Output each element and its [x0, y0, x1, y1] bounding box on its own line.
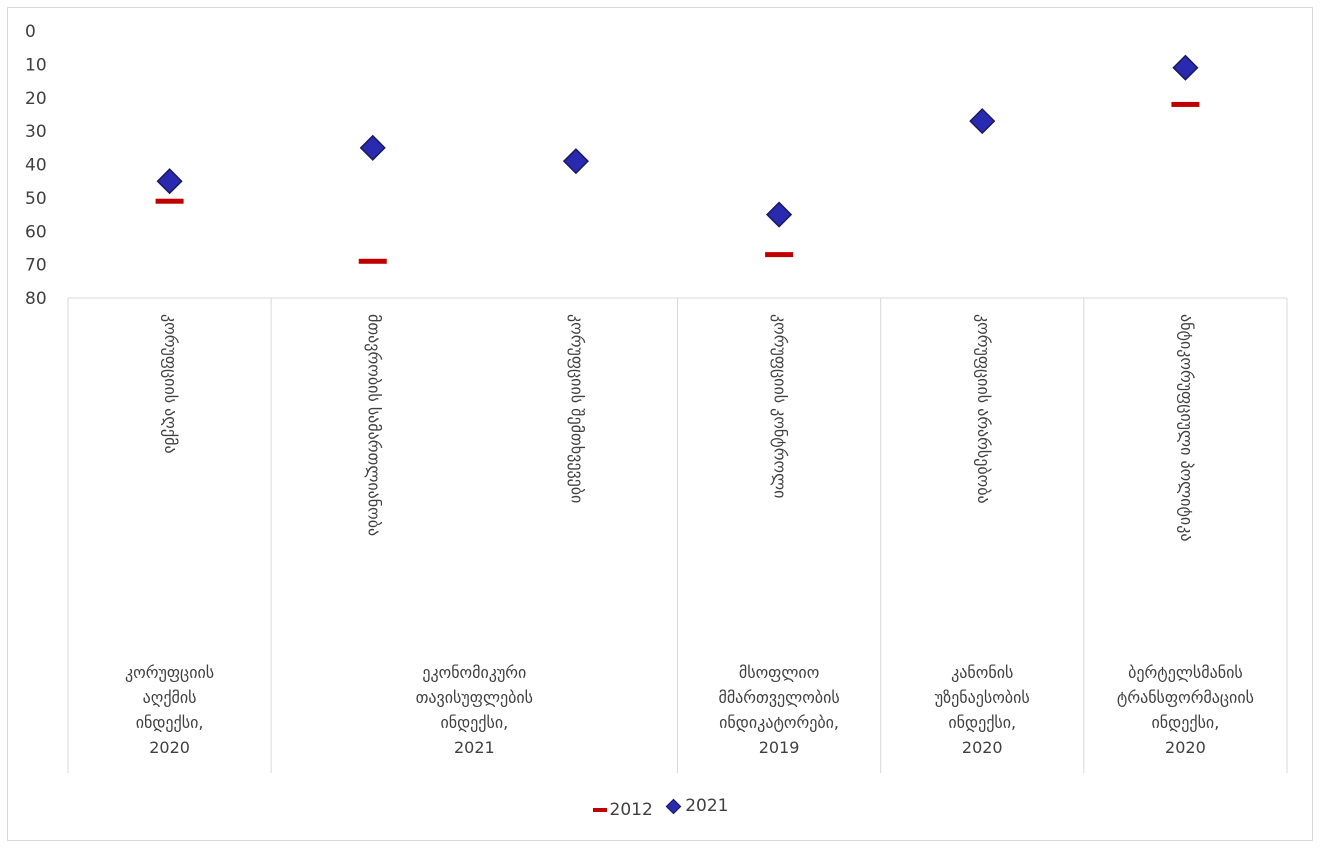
group-label-line: 2020: [149, 738, 190, 757]
group-label-line: 2019: [759, 738, 800, 757]
y-tick-label: 10: [25, 55, 47, 75]
group-label-line: კანონის: [951, 663, 1013, 682]
legend-marker-2021: [665, 798, 682, 814]
y-tick-label: 70: [25, 256, 47, 276]
marker-2021: [1172, 54, 1199, 81]
group-label-line: თავისუფლების: [416, 688, 533, 707]
group-label-line: ინდექსი,: [440, 713, 508, 732]
group-label-line: 2020: [962, 738, 1003, 757]
category-label: მთავრობის სამართლიანობა: [364, 314, 383, 536]
y-tick-label: 20: [25, 89, 47, 109]
marker-2012: [1171, 101, 1200, 107]
group-label-line: ინდიკატორები,: [719, 713, 839, 732]
group-label-line: მსოფლიო: [739, 663, 819, 682]
y-tick-label: 40: [25, 156, 47, 176]
marker-2012: [155, 198, 184, 204]
group-label-line: ინდექსი,: [1152, 713, 1220, 732]
group-label-line: კორუფციის: [125, 663, 214, 682]
group-label-line: ტრანსფორმაციის: [1117, 688, 1254, 707]
marker-2021: [562, 148, 589, 175]
y-tick-label: 80: [25, 289, 47, 309]
category-label: კორუფციის არარსებობა: [974, 314, 993, 504]
group-label-line: აღქმის: [143, 688, 197, 707]
category-label: ანტიკორუფციული პოლიტიკა: [1177, 314, 1196, 542]
category-label: კორუფციის აღქმა: [161, 314, 180, 454]
marker-2021: [156, 168, 183, 195]
y-tick-label: 30: [25, 122, 47, 142]
legend-item-2021: 2021: [664, 796, 728, 816]
y-tick-label: 0: [25, 22, 36, 42]
category-label: კორუფციის შემთხვევები: [567, 314, 586, 503]
group-label-line: 2021: [454, 738, 495, 757]
legend-label-2012: 2012: [609, 799, 653, 820]
chart-plot: 0 10 20 30 40 50 60 70 80 კორუფციის აღქმა მთავრობი…: [25, 22, 1288, 773]
legend-label-2021: 2021: [685, 796, 729, 816]
legend-item-2012: 2012: [592, 799, 653, 820]
group-label-line: მმართველობის: [718, 688, 839, 707]
marker-2012: [358, 258, 387, 264]
marker-2021: [359, 134, 386, 161]
group-label-line: ეკონომიკური: [422, 663, 526, 682]
marker-2021: [969, 108, 996, 135]
group-label-line: უზენაესობის: [935, 688, 1030, 707]
group-label-line: ინდექსი,: [948, 713, 1016, 732]
y-tick-label: 50: [25, 189, 47, 209]
marker-2012: [765, 252, 794, 258]
marker-2021: [766, 201, 793, 228]
category-label: კორუფციის კონტროლი: [771, 314, 790, 498]
chart-frame: [7, 7, 1313, 841]
group-label-line: ინდექსი,: [136, 713, 204, 732]
legend: 2012 2021: [0, 796, 1321, 820]
group-label-line: ბერტელსმანის: [1128, 663, 1243, 682]
group-label-line: 2020: [1165, 738, 1206, 757]
legend-marker-2012: [592, 807, 607, 812]
y-tick-label: 60: [25, 222, 47, 242]
